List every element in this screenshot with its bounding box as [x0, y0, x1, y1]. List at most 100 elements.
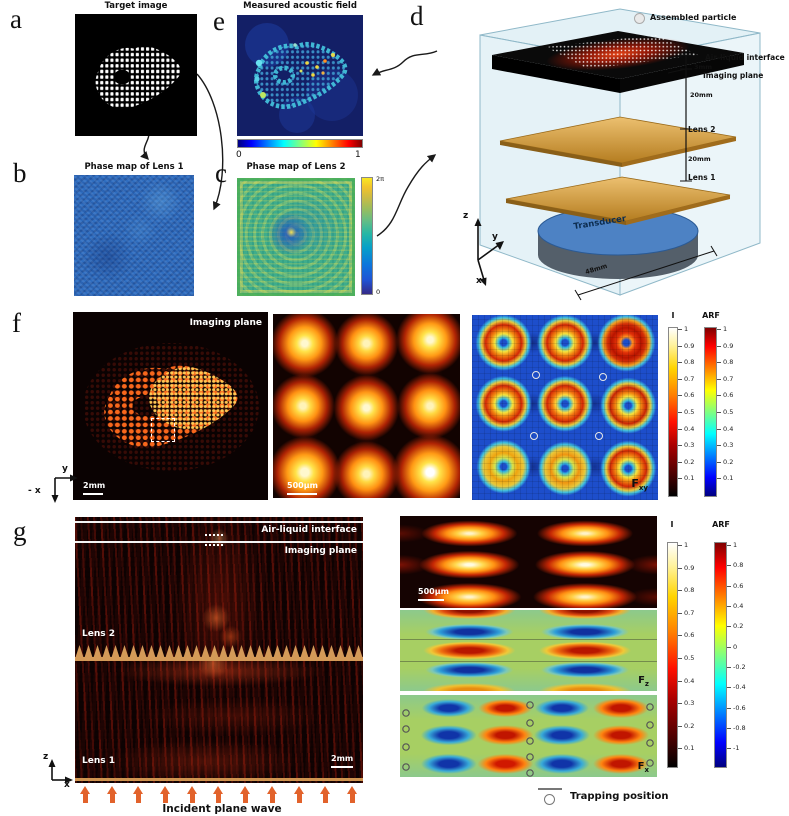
colorbar-tick-label: 0.9: [678, 343, 702, 350]
panel-e-colorbar-max: 1: [355, 150, 361, 160]
up-arrow-icon: [346, 786, 358, 803]
colorbar-arf-ticks-f: 1 0.9 0.8 0.7 0.6 0.5 0.4 0.3 0.2 0.1: [717, 326, 741, 482]
up-arrow-icon: [320, 786, 331, 803]
zoomed-pressure-field-image: 500µm: [273, 314, 460, 498]
panel-label-e: e: [213, 6, 225, 36]
lens2-label-g: Lens 2: [82, 629, 115, 639]
colorbar-tick-label: 0.8: [727, 562, 751, 569]
panel-a-title: Target image: [104, 1, 168, 11]
lens1-surface-line: [75, 778, 363, 781]
axis-z-label-g: z: [43, 752, 49, 762]
colorbar-i-title-g: I: [670, 520, 674, 529]
colorbar-tick-label: 0.2: [727, 623, 751, 630]
colorbar-tick-label: 0.9: [678, 565, 702, 572]
up-arrow-icon: [266, 786, 278, 803]
trapping-position-marker: [595, 432, 603, 440]
cross-section-field-image: Air-liquid interface Imaging plane Lens …: [75, 517, 363, 783]
trapping-position-marker: [599, 373, 607, 381]
force-fz-label: Fz: [638, 676, 649, 688]
dim-20mm-lower-label: 20mm: [688, 155, 711, 163]
measured-field-graphic: [237, 15, 363, 136]
scalebar-2mm-line-f: [83, 493, 103, 495]
imaging-plane-hologram-image: Imaging plane 2mm: [73, 312, 268, 500]
colorbar-i-ticks-f: 1 0.9 0.8 0.7 0.6 0.5 0.4 0.3 0.2 0.1: [678, 326, 702, 482]
air-liquid-interface-label-d: Air-liquid interface: [705, 53, 785, 62]
panel-c-colorbar: [361, 177, 373, 295]
scalebar-500um-f: 500µm: [287, 481, 318, 490]
quiver-baseline: [400, 661, 657, 663]
force-fz-symbol: F: [638, 675, 645, 686]
side-intensity-image: 500µm: [400, 516, 657, 608]
axis-x-label-g: x: [64, 780, 70, 790]
colorbar-tick-label: 1: [678, 326, 702, 333]
colorbar-arf-f: [704, 327, 717, 497]
panel-c-colorbar-min: 0: [376, 288, 381, 296]
colorbar-tick-label: 0.1: [717, 475, 741, 482]
axis-y-label-d: y: [492, 232, 498, 242]
arf-map-fxy-image: Fxy: [472, 315, 658, 500]
force-fxy-label: Fxy: [631, 478, 648, 492]
colorbar-tick-label: 0.5: [717, 409, 741, 416]
scalebar-500um-line-g: [418, 599, 444, 601]
quiver-baseline: [400, 639, 657, 641]
colorbar-tick-label: 0: [727, 644, 751, 651]
colorbar-tick-label: 0.2: [717, 459, 741, 466]
lens1-label-d: Lens 1: [688, 173, 716, 182]
colorbar-tick-label: 0.1: [678, 745, 702, 752]
assembled-particle-icon: [634, 13, 645, 24]
colorbar-tick-label: -0.8: [727, 725, 751, 732]
zoom-region-marker-g: [205, 534, 223, 546]
scalebar-500um-line-f: [287, 493, 317, 495]
colorbar-tick-label: 0.2: [678, 459, 702, 466]
panel-b-title: Phase map of Lens 1: [84, 162, 184, 172]
colorbar-tick-label: 0.6: [727, 583, 751, 590]
panel-e-colorbar-min: 0: [236, 150, 242, 160]
colorbar-tick-label: 0.7: [678, 610, 702, 617]
target-image: [75, 14, 197, 136]
colorbar-tick-label: 0.4: [678, 426, 702, 433]
measured-acoustic-field-image: [237, 15, 363, 136]
axes-d: [474, 218, 504, 286]
panel-label-f: f: [12, 308, 21, 338]
colorbar-i-f: [668, 327, 678, 497]
colorbar-tick-label: -0.4: [727, 684, 751, 691]
up-arrow-icon: [213, 786, 224, 803]
colorbar-tick-label: 0.6: [678, 392, 702, 399]
colorbar-tick-label: 0.5: [678, 409, 702, 416]
colorbar-tick-label: 0.2: [678, 723, 702, 730]
lens2-label-d: Lens 2: [688, 125, 716, 134]
trapping-markers-graphic: [402, 701, 654, 777]
colorbar-arf-title-f: ARF: [702, 311, 720, 320]
trapping-position-marker: [532, 371, 540, 379]
colorbar-tick-label: 0.8: [717, 359, 741, 366]
colorbar-tick-label: -0.2: [727, 664, 751, 671]
colorbar-i-ticks-g: 1 0.9 0.8 0.7 0.6 0.5 0.4 0.3 0.2 0.1: [678, 542, 702, 752]
assembled-particle-label: Assembled particle: [650, 13, 737, 22]
panel-label-a: a: [10, 4, 22, 34]
phase-map-lens1-image: [74, 175, 194, 296]
imaging-plane-overlay-f: Imaging plane: [189, 318, 262, 328]
arf-map-fx-image: Fx: [400, 695, 657, 777]
colorbar-arf-ticks-g: 1 0.8 0.6 0.4 0.2 0 -0.2 -0.4 -0.6 -0.8 -1: [727, 542, 751, 752]
colorbar-tick-label: 0.7: [678, 376, 702, 383]
air-liquid-interface-label-g: Air-liquid interface: [261, 525, 357, 535]
trapping-position-marker: [530, 432, 538, 440]
lens2-sawtooth-graphic: [75, 645, 363, 661]
force-fxy-symbol: F: [631, 476, 639, 490]
colorbar-tick-label: 1: [727, 542, 751, 549]
colorbar-tick-label: 0.4: [678, 678, 702, 685]
panel-label-g: g: [13, 516, 27, 546]
up-arrow-icon: [293, 786, 305, 803]
colorbar-tick-label: 0.1: [678, 475, 702, 482]
trapping-legend-line: [538, 788, 562, 790]
up-arrow-icon: [186, 786, 198, 803]
imaging-plane-label-g: Imaging plane: [284, 546, 357, 556]
colorbar-tick-label: -1: [727, 745, 751, 752]
arrow-a-to-c: [196, 73, 224, 211]
arrow-d-to-e: [371, 50, 438, 76]
panel-e-colorbar: [237, 139, 363, 148]
force-fx-subscript: x: [644, 766, 649, 774]
scalebar-500um-g: 500µm: [418, 587, 449, 596]
dim-3mm-label: 3mm: [694, 63, 713, 71]
scalebar-2mm-line-g: [331, 766, 353, 768]
